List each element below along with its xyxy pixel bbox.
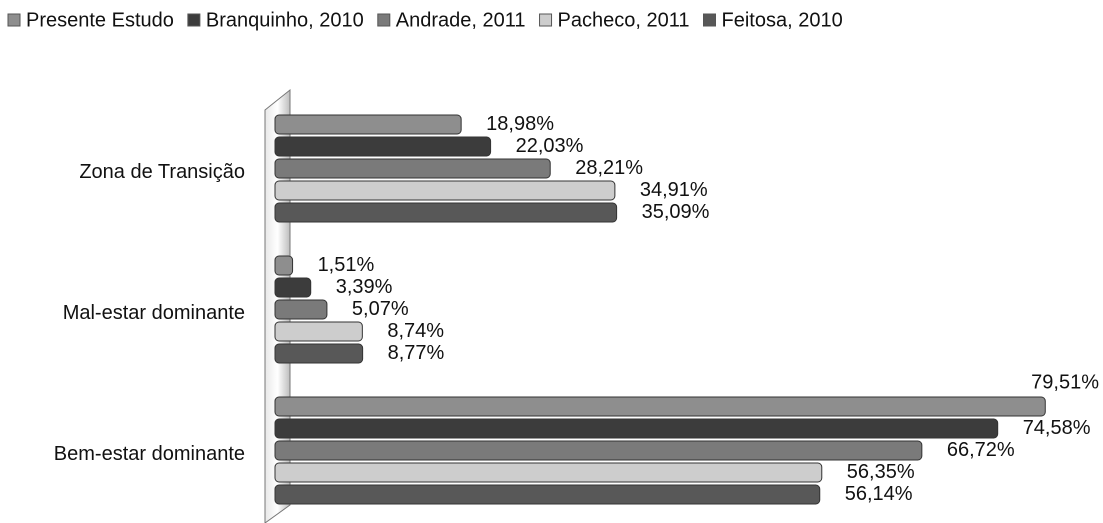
legend-label: Pacheco, 2011 xyxy=(558,9,690,31)
data-label: 66,72% xyxy=(947,439,1015,461)
bar xyxy=(274,321,363,342)
bar xyxy=(274,114,462,135)
data-label: 1,51% xyxy=(318,254,375,276)
legend-swatch xyxy=(539,13,553,27)
legend-label: Branquinho, 2010 xyxy=(206,9,364,31)
data-label: 18,98% xyxy=(486,113,554,135)
data-label: 3,39% xyxy=(336,276,393,298)
data-label: 56,14% xyxy=(845,483,913,505)
bar xyxy=(274,299,328,320)
bar xyxy=(274,418,999,439)
data-label: 28,21% xyxy=(575,157,643,179)
legend-label: Presente Estudo xyxy=(26,9,174,31)
data-label: 79,51% xyxy=(1031,371,1099,393)
bar xyxy=(274,343,364,364)
bar xyxy=(274,396,1046,417)
bar xyxy=(274,202,618,223)
legend-swatch xyxy=(7,13,21,27)
legend-label: Feitosa, 2010 xyxy=(722,9,843,31)
y-tick-label: Zona de Transição xyxy=(79,161,245,183)
data-label: 74,58% xyxy=(1023,417,1091,439)
data-label: 8,77% xyxy=(388,342,445,364)
legend-swatch xyxy=(187,13,201,27)
legend-swatch xyxy=(703,13,716,27)
bar xyxy=(274,158,551,179)
bar xyxy=(274,255,294,276)
bar xyxy=(274,277,312,298)
data-label: 5,07% xyxy=(352,298,409,320)
legend-swatch xyxy=(377,13,391,27)
bar xyxy=(274,484,821,505)
y-tick-label: Mal-estar dominante xyxy=(63,302,245,324)
data-label: 34,91% xyxy=(640,179,708,201)
bar xyxy=(274,462,823,483)
bar xyxy=(274,180,616,201)
legend-label: Andrade, 2011 xyxy=(396,9,526,31)
bar xyxy=(274,440,923,461)
data-label: 35,09% xyxy=(642,201,710,223)
bar xyxy=(274,136,492,157)
data-label: 56,35% xyxy=(847,461,915,483)
data-label: 22,03% xyxy=(516,135,584,157)
y-tick-label: Bem-estar dominante xyxy=(54,443,245,465)
data-label: 8,74% xyxy=(387,320,444,342)
